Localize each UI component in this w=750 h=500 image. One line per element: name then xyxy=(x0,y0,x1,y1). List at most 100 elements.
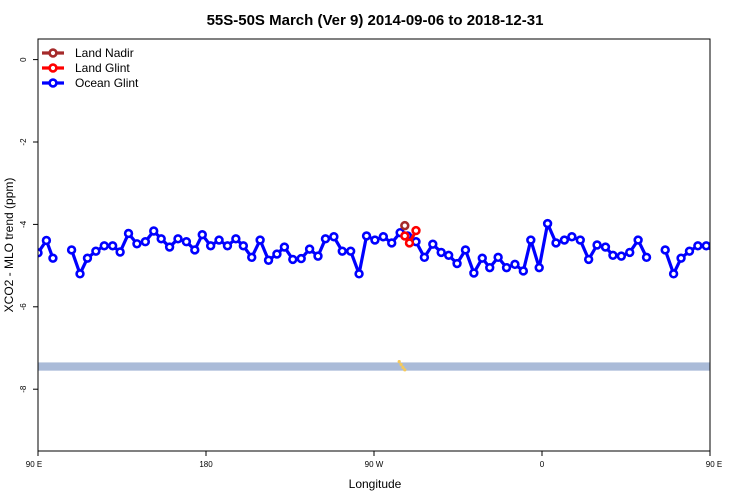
legend-marker-land-nadir xyxy=(48,48,58,58)
data-point-ocean-glint xyxy=(263,255,274,265)
data-point-ocean-glint xyxy=(428,239,438,249)
data-point-ocean-glint xyxy=(75,269,85,279)
data-point-ocean-glint xyxy=(559,235,570,245)
data-point-ocean-glint xyxy=(660,245,670,255)
data-point-ocean-glint xyxy=(173,234,183,244)
data-point-ocean-glint xyxy=(378,232,389,242)
data-point-ocean-glint xyxy=(684,246,695,256)
data-point-ocean-glint xyxy=(296,253,306,264)
legend-marker-ocean-glint xyxy=(48,78,58,88)
data-point-ocean-glint xyxy=(190,245,200,255)
x-tick-label: 0 xyxy=(540,460,545,469)
y-tick-label: 0 xyxy=(19,57,28,62)
data-point-ocean-glint xyxy=(485,262,495,273)
data-point-ocean-glint xyxy=(633,235,643,245)
data-point-ocean-glint xyxy=(205,241,216,251)
data-point-ocean-glint xyxy=(197,230,207,240)
data-point-ocean-glint xyxy=(518,266,529,276)
data-point-ocean-glint xyxy=(608,250,618,261)
data-point-ocean-glint xyxy=(115,247,125,257)
series-land-nadir xyxy=(400,220,410,231)
data-point-ocean-glint xyxy=(107,241,118,251)
data-point-ocean-glint xyxy=(727,240,734,247)
y-tick-label: -2 xyxy=(19,138,28,146)
land-mark xyxy=(399,362,403,367)
data-point-ocean-glint xyxy=(592,240,602,250)
data-point-ocean-glint xyxy=(600,242,611,252)
data-point-ocean-glint xyxy=(329,232,339,242)
data-point-ocean-glint xyxy=(551,238,561,248)
land-band xyxy=(38,362,710,371)
data-point-ocean-glint xyxy=(149,226,159,236)
data-point-ocean-glint xyxy=(419,252,430,263)
data-point-ocean-glint xyxy=(279,242,290,252)
data-point-ocean-glint xyxy=(625,247,635,258)
data-point-ocean-glint xyxy=(320,234,331,244)
data-point-ocean-glint xyxy=(82,253,93,263)
data-point-ocean-glint xyxy=(493,252,503,263)
land-mark xyxy=(401,365,405,369)
data-point-ocean-glint xyxy=(66,245,77,255)
data-point-ocean-glint xyxy=(354,269,364,279)
data-point-ocean-glint xyxy=(222,241,233,251)
legend-label-land-glint: Land Glint xyxy=(75,61,130,75)
data-point-ocean-glint xyxy=(91,246,101,256)
data-point-ocean-glint xyxy=(460,245,471,255)
series-line-ocean-glint xyxy=(663,244,710,276)
data-point-ocean-glint xyxy=(345,246,356,256)
data-point-ocean-glint xyxy=(38,248,43,258)
data-point-ocean-glint xyxy=(452,258,462,269)
data-point-ocean-glint xyxy=(387,238,397,248)
legend-marker-land-glint xyxy=(48,63,58,73)
data-point-ocean-glint xyxy=(337,246,347,256)
data-point-ocean-glint xyxy=(443,250,454,261)
data-point-ocean-glint xyxy=(469,268,479,278)
data-point-ocean-glint xyxy=(123,228,134,239)
land-mark xyxy=(403,368,407,372)
data-point-land-glint xyxy=(400,231,410,241)
data-point-ocean-glint xyxy=(361,231,372,241)
data-point-ocean-glint xyxy=(181,237,192,247)
data-point-ocean-glint xyxy=(272,249,282,259)
y-tick-label: -8 xyxy=(19,385,28,393)
land-mark xyxy=(397,359,401,364)
data-point-ocean-glint xyxy=(477,253,487,263)
data-point-ocean-glint xyxy=(231,234,241,244)
chart-title: 55S-50S March (Ver 9) 2014-09-06 to 2018… xyxy=(207,12,544,29)
data-point-ocean-glint xyxy=(214,235,224,245)
data-point-ocean-glint xyxy=(534,262,544,273)
data-point-ocean-glint xyxy=(701,241,710,251)
data-point-ocean-glint xyxy=(313,251,323,261)
data-point-ocean-glint xyxy=(304,244,315,254)
data-point-ocean-glint xyxy=(164,242,175,252)
data-point-ocean-glint xyxy=(583,254,594,265)
data-point-ocean-glint xyxy=(736,238,743,245)
data-point-land-glint xyxy=(404,238,415,248)
legend-label-ocean-glint: Ocean Glint xyxy=(75,76,139,90)
legend-label-land-nadir: Land Nadir xyxy=(75,46,134,60)
data-point-ocean-glint xyxy=(238,241,249,251)
data-point-land-nadir xyxy=(400,220,410,231)
data-point-ocean-glint xyxy=(616,251,627,261)
data-point-ocean-glint xyxy=(526,235,536,245)
data-point-ocean-glint xyxy=(247,252,257,263)
data-point-ocean-glint xyxy=(720,230,727,237)
data-point-ocean-glint xyxy=(288,254,298,265)
data-point-ocean-glint xyxy=(641,252,652,263)
data-point-ocean-glint xyxy=(99,241,109,251)
data-point-ocean-glint xyxy=(693,241,703,251)
data-point-ocean-glint xyxy=(744,228,750,235)
data-point-ocean-glint xyxy=(676,253,686,263)
data-point-ocean-glint xyxy=(709,251,710,253)
data-point-ocean-glint xyxy=(436,247,446,258)
data-point-ocean-glint xyxy=(542,218,553,229)
x-tick-label: 180 xyxy=(199,460,213,469)
x-tick-label: 90 E xyxy=(26,460,42,469)
y-tick-label: -6 xyxy=(19,303,28,311)
series-land-glint xyxy=(400,225,421,248)
data-point-ocean-glint xyxy=(567,232,577,242)
data-point-ocean-glint xyxy=(668,269,679,279)
x-tick-label: 90 E xyxy=(706,460,722,469)
